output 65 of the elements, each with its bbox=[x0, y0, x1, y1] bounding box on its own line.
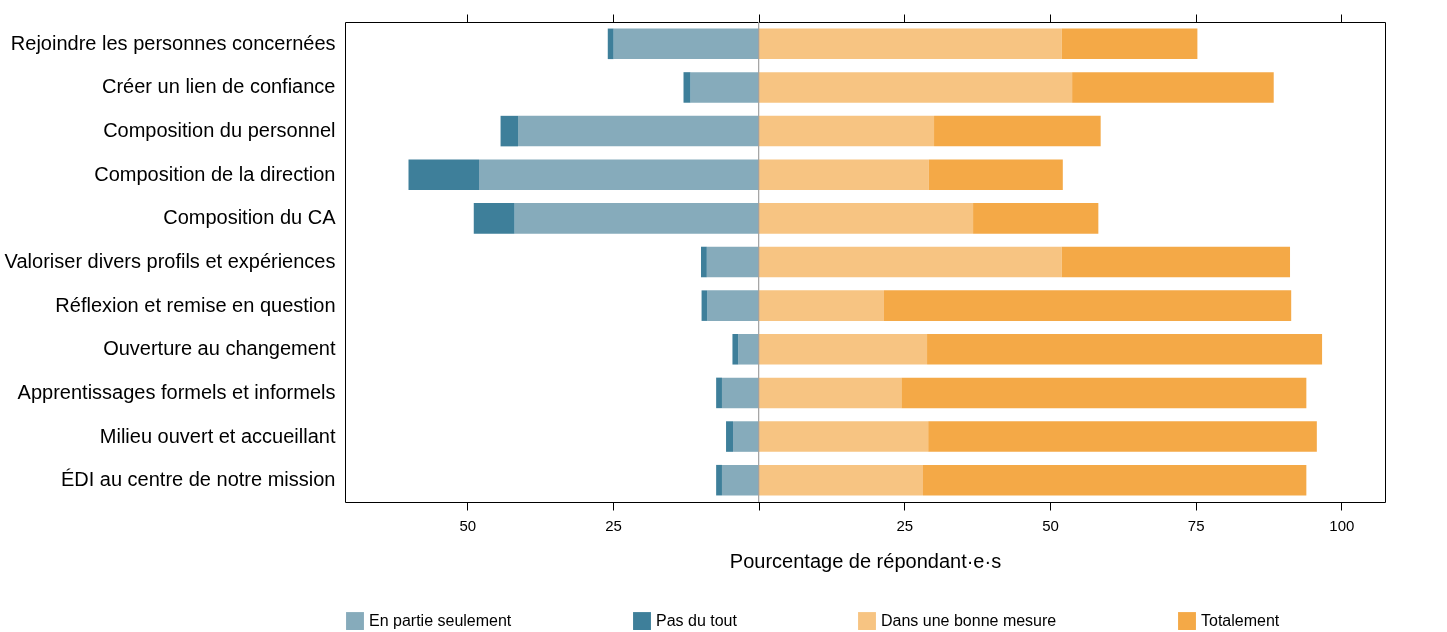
bar bbox=[518, 115, 759, 147]
bar bbox=[479, 159, 759, 190]
bar bbox=[707, 290, 759, 321]
bar bbox=[726, 421, 734, 452]
bar bbox=[706, 246, 759, 278]
bar bbox=[721, 377, 759, 409]
y-tick-label: Créer un lien de confiance bbox=[102, 75, 336, 98]
bar bbox=[934, 115, 1101, 147]
bar bbox=[716, 377, 722, 409]
x-axis-title: Pourcentage de répondant·e·s bbox=[729, 549, 1002, 572]
x-tick-label: 25 bbox=[605, 516, 622, 534]
bar bbox=[758, 72, 1073, 103]
x-tick-label: 50 bbox=[459, 516, 477, 534]
y-tick-label: Rejoindre les personnes concernées bbox=[10, 31, 336, 54]
bar bbox=[758, 290, 884, 321]
y-tick-label: Milieu ouvert et accueillant bbox=[99, 424, 336, 447]
bar bbox=[732, 334, 739, 365]
legend-label: Pas du tout bbox=[656, 612, 738, 630]
bar bbox=[1061, 246, 1291, 278]
bar bbox=[721, 464, 759, 496]
bar bbox=[607, 28, 614, 60]
bar bbox=[738, 334, 759, 365]
bar bbox=[928, 421, 1317, 452]
legend-label: En partie seulement bbox=[369, 612, 512, 630]
y-tick-label: Valoriser divers profils et expériences bbox=[4, 250, 336, 272]
bar bbox=[758, 115, 935, 147]
bar bbox=[500, 115, 519, 147]
bar bbox=[758, 28, 1062, 60]
y-tick-label: Composition du personnel bbox=[103, 119, 336, 142]
bar bbox=[922, 464, 1307, 496]
x-tick-label: 50 bbox=[1042, 516, 1059, 534]
bar bbox=[758, 159, 929, 190]
bar bbox=[1072, 72, 1274, 103]
bar bbox=[690, 72, 759, 103]
bar bbox=[927, 334, 1323, 365]
bar bbox=[758, 203, 974, 234]
bar bbox=[733, 421, 759, 452]
legend-label: Dans une bonne mesure bbox=[881, 612, 1057, 630]
bar bbox=[1061, 28, 1198, 60]
bar bbox=[973, 203, 1099, 234]
bar bbox=[683, 72, 691, 103]
bar bbox=[758, 377, 902, 409]
bar bbox=[514, 203, 759, 234]
bar bbox=[473, 203, 515, 234]
bar bbox=[901, 377, 1307, 409]
x-tick-label: 25 bbox=[896, 516, 914, 534]
bar bbox=[758, 421, 929, 452]
x-tick-label: 100 bbox=[1329, 516, 1355, 534]
y-tick-label: Composition de la direction bbox=[94, 162, 336, 185]
bar bbox=[700, 246, 707, 278]
bar bbox=[883, 290, 1292, 321]
bar bbox=[758, 464, 923, 496]
bar bbox=[716, 464, 722, 496]
bar bbox=[408, 159, 480, 190]
bar bbox=[758, 334, 928, 365]
y-tick-label: Apprentissages formels et informels bbox=[17, 380, 336, 403]
y-tick-label: Réflexion et remise en question bbox=[55, 293, 336, 316]
y-tick-label: Ouverture au changement bbox=[103, 337, 336, 360]
legend-label: Totalement bbox=[1201, 612, 1280, 630]
y-tick-label: ÉDI au centre de notre mission bbox=[60, 468, 336, 491]
bar bbox=[613, 28, 759, 60]
y-tick-label: Composition du CA bbox=[163, 206, 337, 229]
x-tick-label: 75 bbox=[1187, 516, 1205, 534]
bar bbox=[758, 246, 1062, 278]
bar bbox=[928, 159, 1063, 190]
